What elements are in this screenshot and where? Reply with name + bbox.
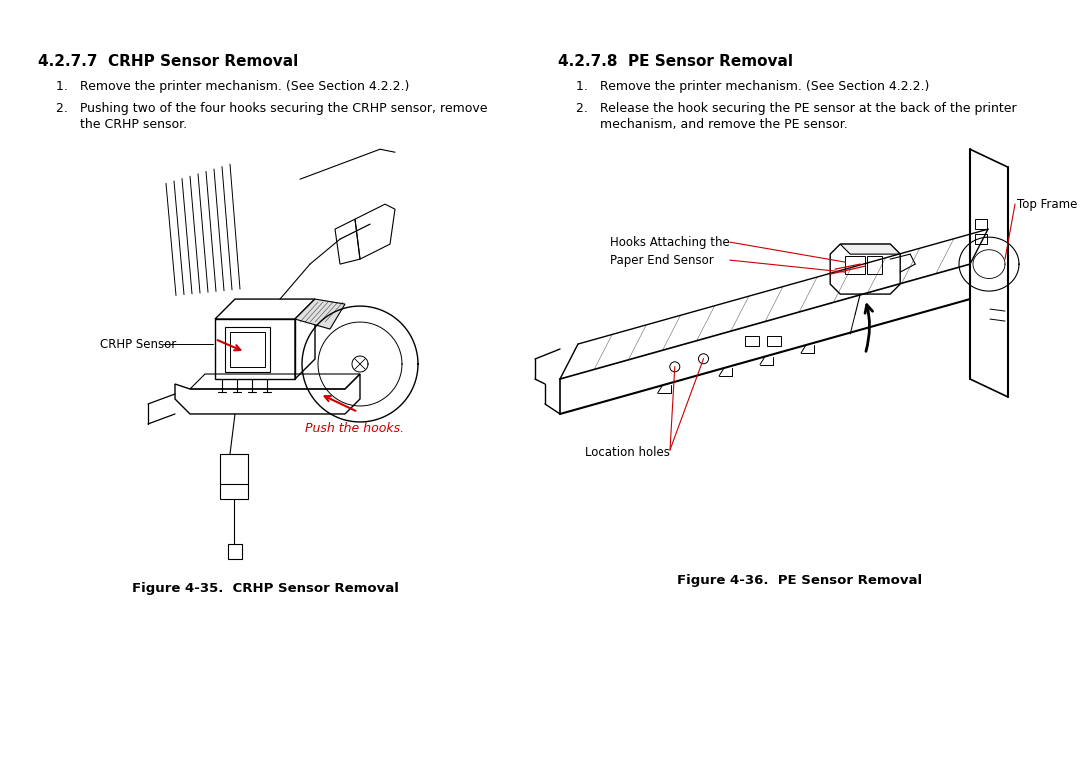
Bar [767,336,781,346]
Text: the CRHP sensor.: the CRHP sensor. [56,118,187,131]
Bar [867,256,882,274]
Text: 4.2.7.7  CRHP Sensor Removal: 4.2.7.7 CRHP Sensor Removal [38,54,298,69]
Bar [846,256,865,274]
Bar [220,484,248,499]
Text: Revision C: Revision C [995,11,1067,24]
Text: CRHP Sensor: CRHP Sensor [100,337,176,350]
Text: Location holes: Location holes [585,446,670,459]
Text: 2.   Pushing two of the four hooks securing the CRHP sensor, remove: 2. Pushing two of the four hooks securin… [56,102,487,115]
Polygon shape [295,299,345,329]
Text: Hooks Attaching the: Hooks Attaching the [610,236,730,250]
Text: 4.2.7.8  PE Sensor Removal: 4.2.7.8 PE Sensor Removal [558,54,793,69]
Text: 1.   Remove the printer mechanism. (See Section 4.2.2.): 1. Remove the printer mechanism. (See Se… [56,80,409,93]
Text: Figure 4-35.  CRHP Sensor Removal: Figure 4-35. CRHP Sensor Removal [132,582,399,595]
Polygon shape [840,244,901,254]
Bar [975,234,987,244]
Text: Top Frame: Top Frame [1017,198,1078,211]
Text: Disassembly Procedures: Disassembly Procedures [454,739,626,752]
Text: Paper End Sensor: Paper End Sensor [610,254,714,267]
Bar [744,336,758,346]
Text: 122: 122 [1041,739,1067,752]
Text: Figure 4-36.  PE Sensor Removal: Figure 4-36. PE Sensor Removal [677,574,922,587]
Text: Push the hooks.: Push the hooks. [305,422,404,435]
Text: 2.   Release the hook securing the PE sensor at the back of the printer: 2. Release the hook securing the PE sens… [576,102,1016,115]
Text: mechanism, and remove the PE sensor.: mechanism, and remove the PE sensor. [576,118,848,131]
Text: 1.   Remove the printer mechanism. (See Section 4.2.2.): 1. Remove the printer mechanism. (See Se… [576,80,930,93]
Bar [975,219,987,229]
Text: EPSON Stylus Color 900: EPSON Stylus Color 900 [13,11,180,24]
Bar [228,544,242,559]
Text: Disassembly and Assembly: Disassembly and Assembly [13,739,204,752]
